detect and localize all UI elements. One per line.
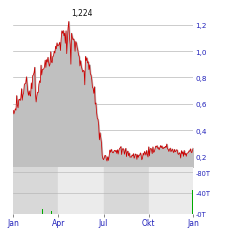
Bar xyxy=(103,167,149,214)
Bar xyxy=(42,210,43,214)
Bar xyxy=(149,167,193,214)
Text: 0,177: 0,177 xyxy=(91,167,113,176)
Bar xyxy=(58,167,103,214)
Bar xyxy=(192,191,193,214)
Bar xyxy=(13,167,58,214)
Bar xyxy=(51,211,52,214)
Text: 1,224: 1,224 xyxy=(71,9,92,18)
Bar xyxy=(192,174,194,214)
